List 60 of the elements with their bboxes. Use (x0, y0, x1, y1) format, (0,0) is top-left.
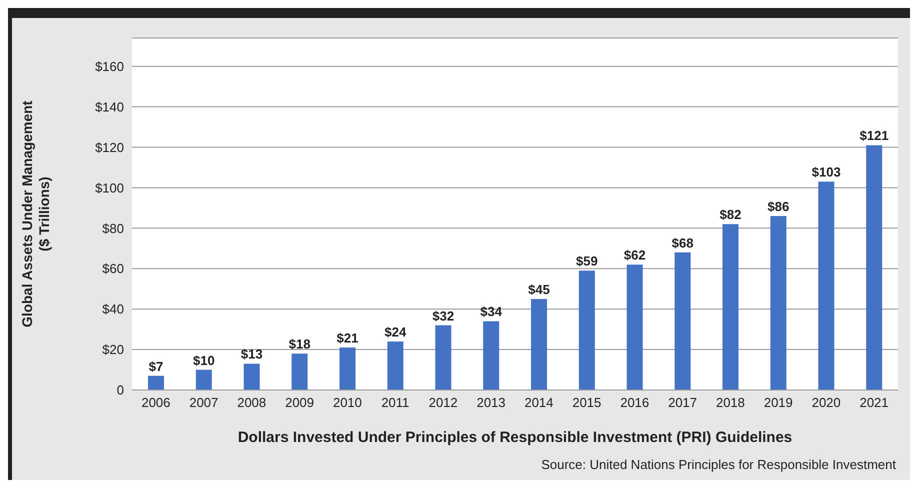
x-tick-label: 2006 (141, 395, 170, 410)
data-label: $121 (860, 128, 889, 144)
bar (435, 325, 452, 390)
x-tick-label: 2014 (524, 395, 554, 410)
bar (866, 145, 882, 390)
data-label: $32 (432, 308, 454, 324)
data-label: $62 (624, 248, 646, 263)
x-tick-label: 2007 (189, 395, 218, 410)
y-tick-label: $60 (102, 261, 124, 276)
y-tick-label: 0 (116, 382, 124, 398)
bar (626, 264, 643, 390)
bar (292, 354, 308, 390)
y-tick-label: $140 (95, 99, 124, 114)
x-tick-label: 2019 (764, 395, 793, 410)
bar (196, 370, 212, 390)
y-axis-title: Global Assets Under Management ($ Trillions) (19, 100, 52, 328)
y-tick-label: $160 (95, 58, 124, 74)
x-tick-label: 2009 (285, 395, 314, 410)
data-label: $45 (528, 282, 550, 297)
data-label: $21 (336, 330, 358, 346)
bar (148, 376, 164, 390)
y-tick-label: $100 (95, 180, 124, 196)
bar (674, 252, 691, 390)
data-label: $7 (148, 358, 164, 374)
data-label: $68 (672, 235, 694, 250)
bar (531, 298, 547, 390)
bar (722, 224, 738, 390)
x-tick-label: 2018 (716, 395, 745, 410)
x-tick-label: 2021 (860, 395, 889, 410)
x-tick-label: 2020 (812, 395, 841, 410)
data-label: $24 (384, 324, 407, 340)
bar (387, 341, 404, 390)
data-label: $59 (576, 254, 598, 269)
x-tick-label: 2013 (476, 395, 506, 410)
x-tick-label: 2011 (381, 395, 410, 410)
data-label: $82 (720, 207, 742, 222)
data-label: $13 (240, 346, 263, 362)
data-label: $10 (193, 352, 215, 368)
data-label: $103 (812, 164, 841, 180)
bar (340, 348, 356, 390)
y-tick-label: $120 (95, 140, 124, 155)
data-label: $86 (768, 199, 790, 214)
source-note: Source: United Nations Principles for Responsible Investment (541, 457, 896, 472)
data-label: $18 (288, 336, 310, 352)
bar (818, 182, 834, 390)
bar (483, 321, 500, 390)
x-tick-label: 2008 (237, 395, 266, 410)
bar (244, 364, 260, 390)
y-tick-label: $80 (102, 220, 124, 236)
x-tick-label: 2012 (428, 395, 458, 410)
y-tick-label: $20 (102, 342, 124, 358)
bar (578, 270, 595, 390)
x-tick-label: 2016 (620, 395, 650, 410)
bar (770, 216, 786, 390)
y-tick-label: $40 (102, 302, 124, 317)
x-tick-label: 2015 (572, 395, 602, 410)
data-label: $34 (480, 304, 503, 320)
x-tick-label: 2010 (332, 395, 362, 410)
x-tick-label: 2017 (668, 395, 698, 410)
x-axis-title: Dollars Invested Under Principles of Responsible Investment (PRI) Guidelines (238, 429, 792, 446)
